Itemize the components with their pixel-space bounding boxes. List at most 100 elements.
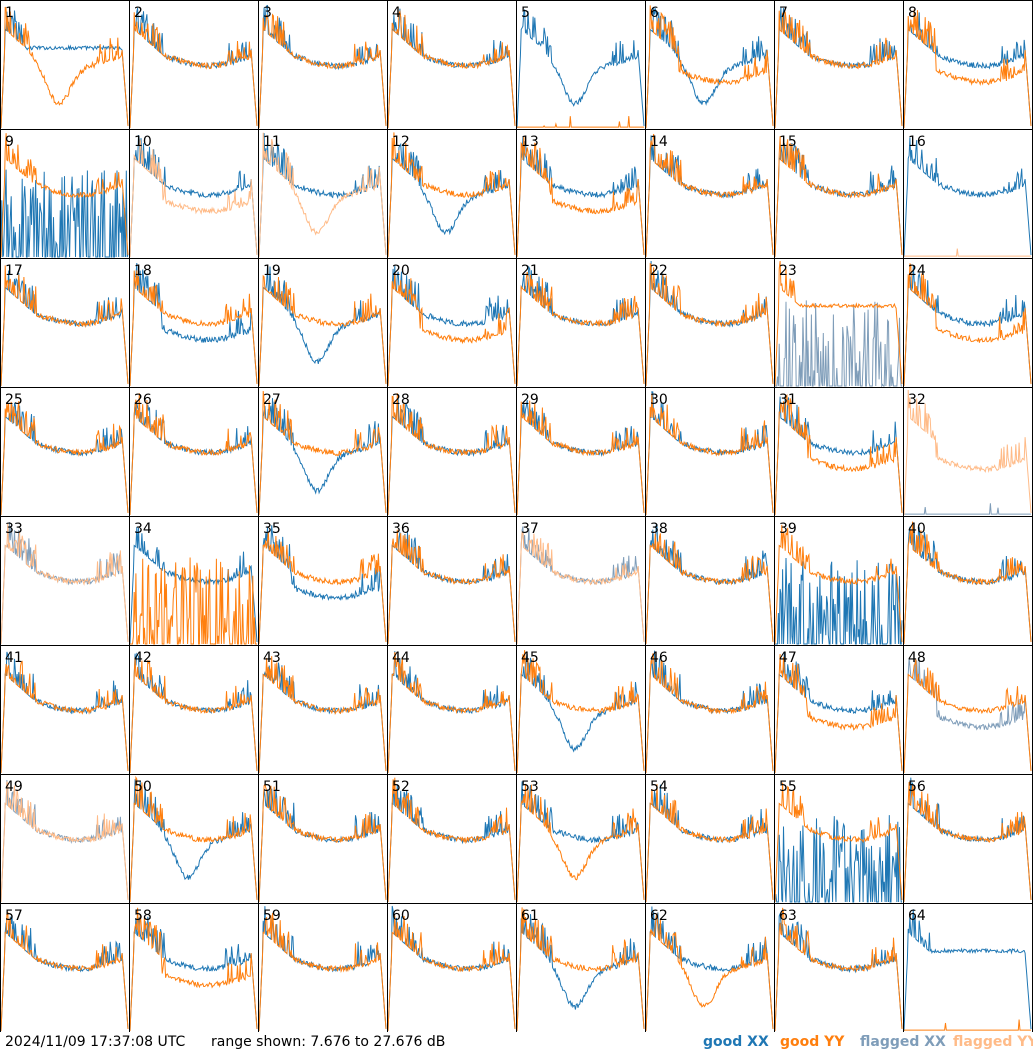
panel-55: 55 [774, 774, 904, 904]
panel-58: 58 [129, 903, 259, 1032]
panel-label-21: 21 [521, 263, 539, 279]
yy-trace-37 [516, 531, 645, 645]
yy-trace-26 [129, 393, 258, 516]
xx-trace-40 [903, 526, 1032, 645]
panel-label-2: 2 [134, 5, 143, 21]
yy-trace-61 [516, 907, 645, 1032]
xx-trace-48 [903, 657, 1032, 774]
panel-label-63: 63 [779, 908, 797, 924]
xx-trace-35 [258, 525, 387, 645]
xx-trace-39 [775, 557, 903, 645]
yy-trace-31 [774, 393, 903, 516]
panel-label-29: 29 [521, 392, 539, 408]
panel-32: 32 [903, 387, 1033, 517]
xx-trace-59 [258, 906, 387, 1032]
yy-trace-63 [774, 907, 903, 1032]
yy-trace-47 [774, 653, 903, 774]
legend-good-yy: good YY [780, 1034, 845, 1050]
yy-trace-33 [0, 523, 129, 645]
yy-trace-62 [645, 912, 774, 1032]
panel-label-26: 26 [134, 392, 152, 408]
panel-18: 18 [129, 258, 259, 388]
xx-trace-29 [516, 400, 645, 516]
panel-label-1: 1 [5, 5, 14, 21]
xx-trace-30 [645, 391, 774, 516]
panel-29: 29 [516, 387, 646, 517]
panel-label-4: 4 [392, 5, 401, 21]
yy-trace-34 [130, 557, 257, 645]
range-text: range shown: 7.676 to 27.676 dB [211, 1034, 446, 1050]
yy-trace-52 [387, 777, 516, 903]
panel-62: 62 [645, 903, 775, 1032]
yy-trace-25 [0, 401, 129, 516]
yy-trace-56 [903, 781, 1032, 903]
panel-54: 54 [645, 774, 775, 904]
yy-trace-46 [645, 653, 774, 774]
panel-label-44: 44 [392, 650, 410, 666]
yy-trace-59 [258, 913, 387, 1032]
panel-26: 26 [129, 387, 259, 517]
xx-trace-25 [0, 402, 129, 516]
panel-35: 35 [258, 516, 388, 646]
panel-36: 36 [387, 516, 517, 646]
panel-27: 27 [258, 387, 388, 517]
yy-trace-2 [129, 12, 258, 129]
xx-trace-22 [645, 260, 774, 387]
xx-trace-44 [387, 651, 516, 774]
panel-label-33: 33 [5, 521, 23, 537]
xx-trace-28 [387, 398, 516, 516]
yy-trace-19 [258, 274, 387, 387]
panel-label-31: 31 [779, 392, 797, 408]
yy-trace-16 [904, 248, 1031, 257]
yy-trace-57 [0, 911, 129, 1032]
xx-trace-32 [904, 503, 1031, 515]
timestamp: 2024/11/09 17:37:08 UTC [5, 1034, 186, 1050]
panel-48: 48 [903, 645, 1033, 775]
panel-label-18: 18 [134, 263, 152, 279]
legend-good-xx: good XX [703, 1034, 769, 1050]
panel-15: 15 [774, 129, 904, 259]
panel-label-37: 37 [521, 521, 539, 537]
panel-44: 44 [387, 645, 517, 775]
yy-trace-15 [774, 136, 903, 258]
yy-trace-32 [903, 389, 1032, 516]
yy-trace-7 [774, 10, 903, 129]
xx-trace-52 [387, 783, 516, 903]
panel-31: 31 [774, 387, 904, 517]
xx-trace-16 [903, 137, 1032, 258]
panel-border-4 [387, 0, 517, 130]
yy-trace-24 [903, 263, 1032, 387]
xx-trace-6 [645, 7, 774, 129]
yy-trace-45 [516, 650, 645, 774]
panel-19: 19 [258, 258, 388, 388]
yy-trace-58 [129, 907, 258, 1032]
panel-61: 61 [516, 903, 646, 1032]
xx-trace-1 [0, 10, 129, 129]
panel-5: 5 [516, 0, 646, 130]
xx-trace-53 [516, 781, 645, 903]
xx-trace-9 [0, 169, 129, 258]
panel-46: 46 [645, 645, 775, 775]
panel-label-23: 23 [779, 263, 797, 279]
yy-trace-50 [129, 775, 258, 903]
panel-63: 63 [774, 903, 904, 1032]
panel-57: 57 [0, 903, 130, 1032]
panel-label-3: 3 [263, 5, 272, 21]
panel-42: 42 [129, 645, 259, 775]
panel-label-58: 58 [134, 908, 152, 924]
panel-4: 4 [387, 0, 517, 130]
yy-trace-5 [517, 116, 644, 128]
panel-label-64: 64 [908, 908, 926, 924]
xx-trace-47 [774, 652, 903, 774]
xx-trace-20 [387, 265, 516, 387]
panel-37: 37 [516, 516, 646, 646]
legend-flagged-yy: flagged YY [953, 1034, 1033, 1050]
panel-label-13: 13 [521, 134, 539, 150]
xx-trace-4 [387, 8, 516, 129]
panel-23: 23 [774, 258, 904, 388]
panel-label-12: 12 [392, 134, 410, 150]
xx-trace-64 [903, 909, 1032, 1032]
panel-21: 21 [516, 258, 646, 388]
panel-2: 2 [129, 0, 259, 130]
panel-7: 7 [774, 0, 904, 130]
